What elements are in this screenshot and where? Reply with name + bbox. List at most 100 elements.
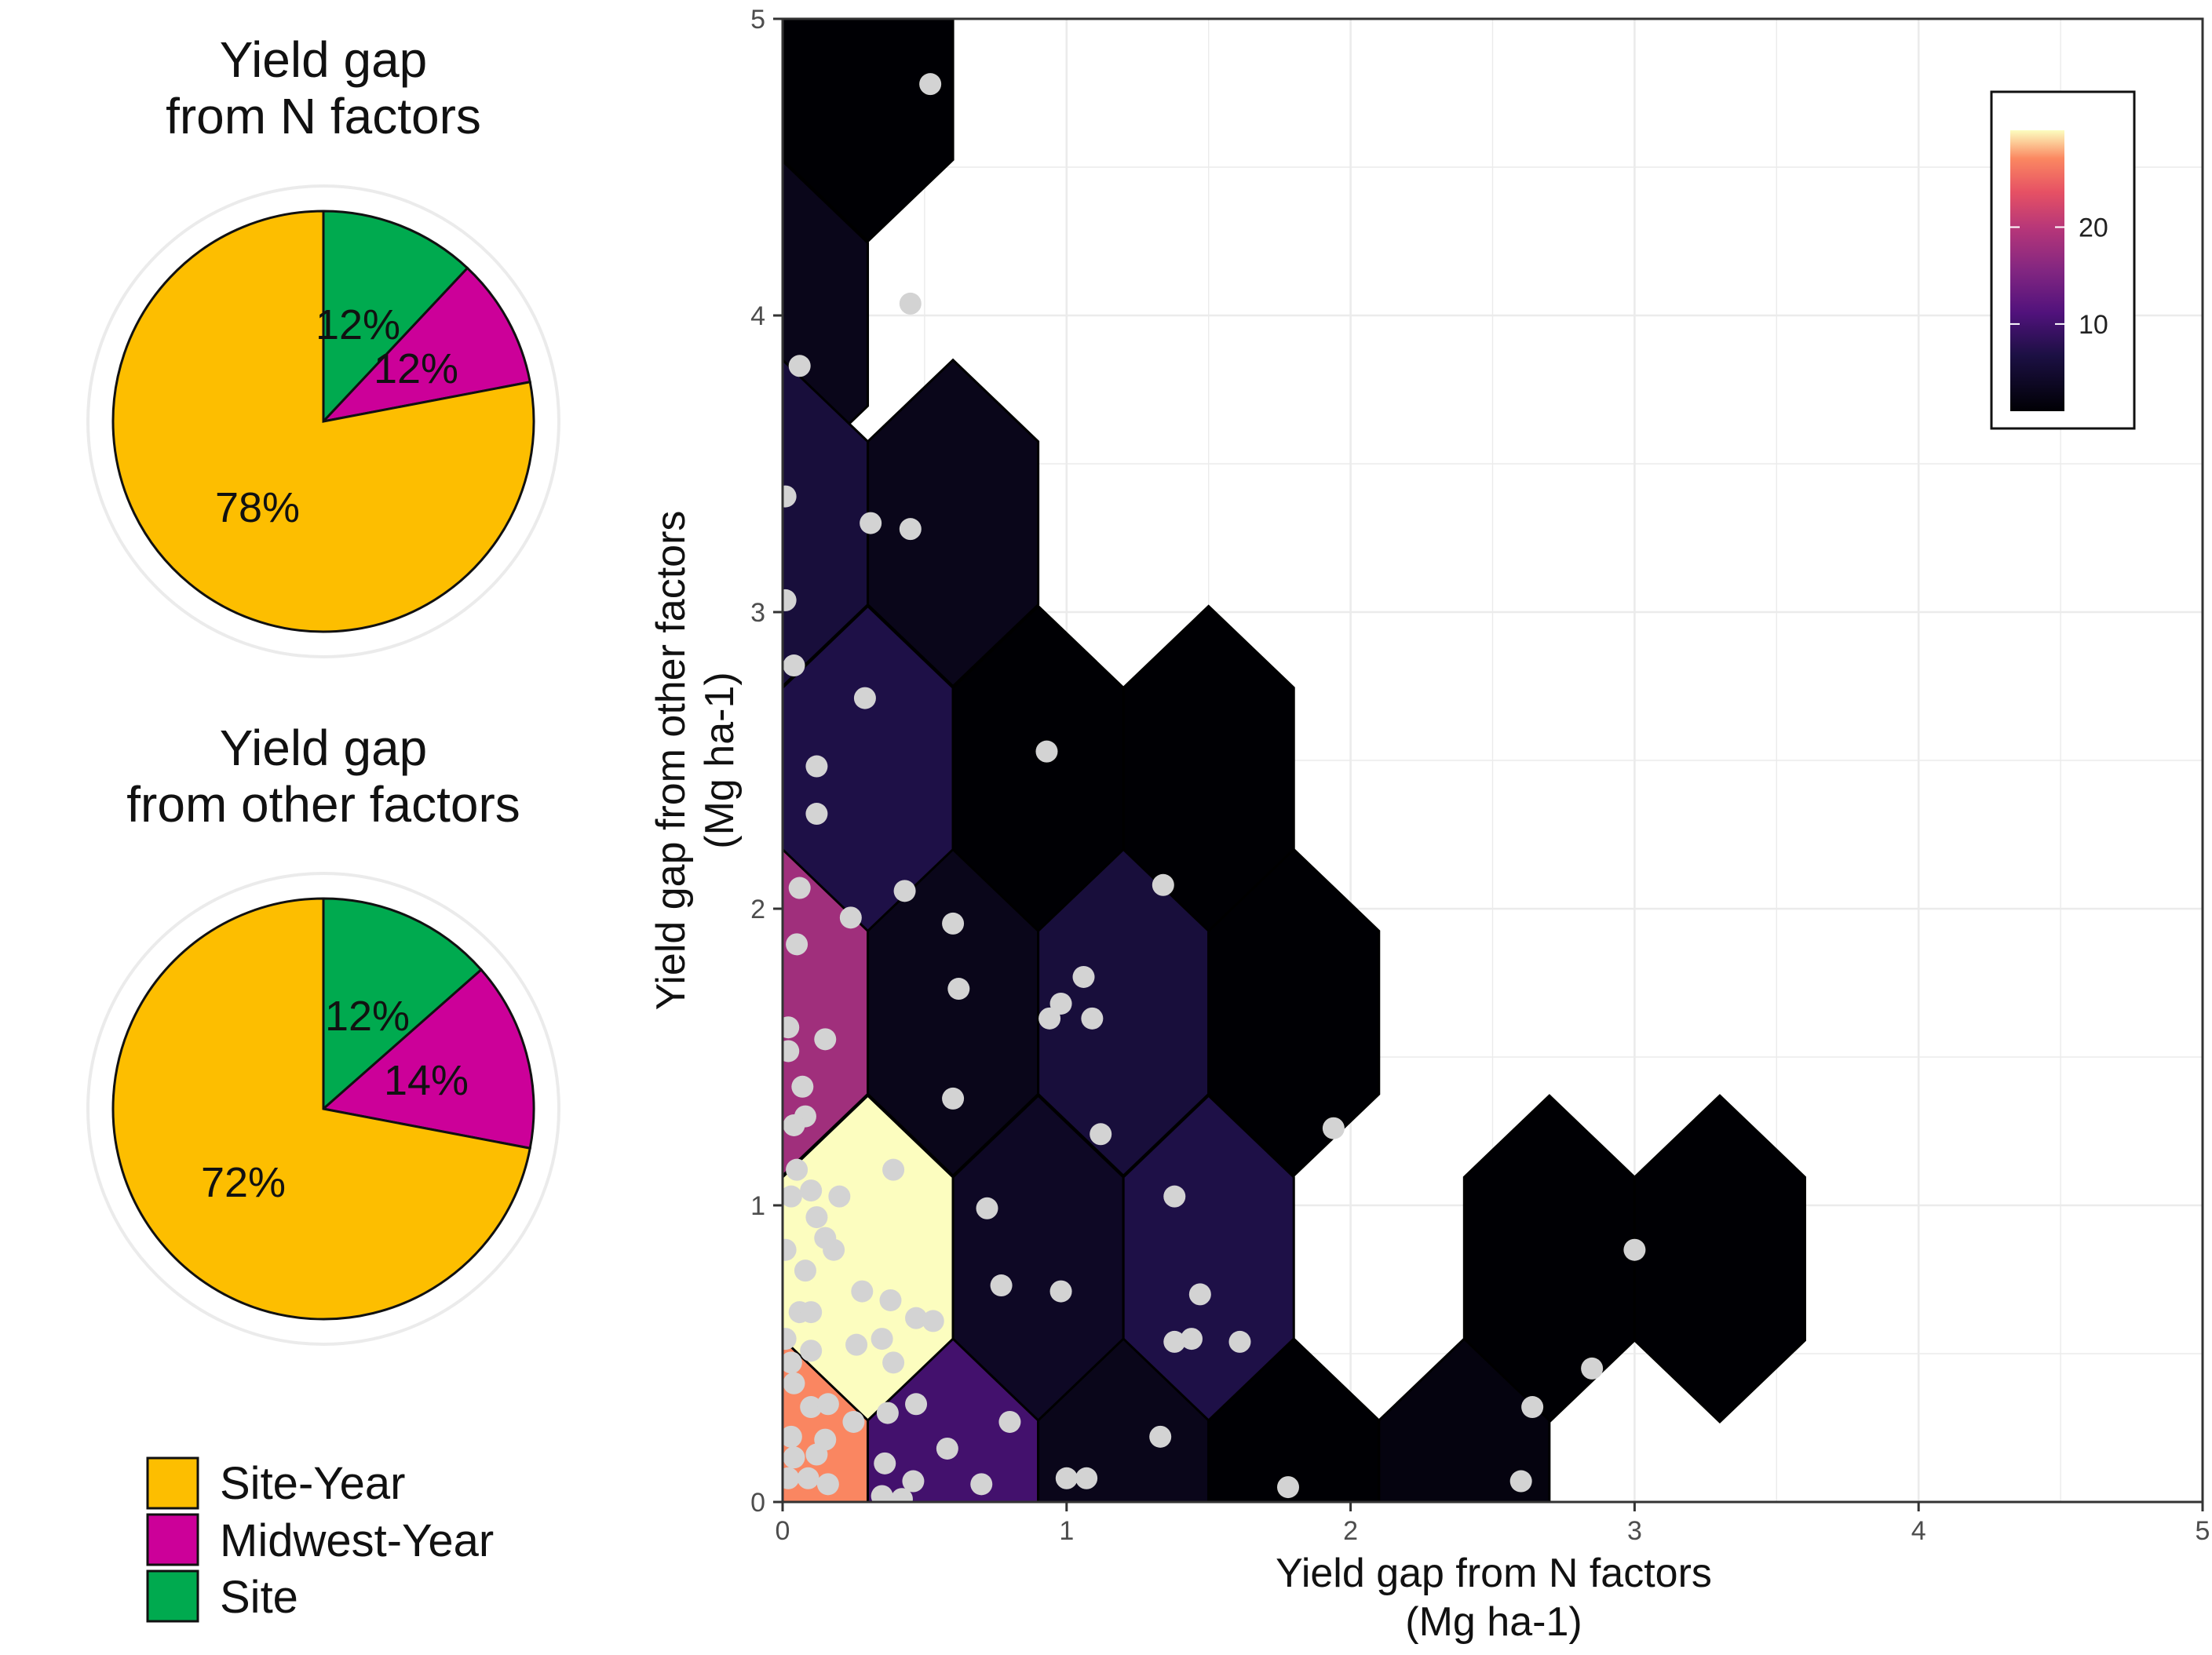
colorbar-ticks: 10 20 [2010,213,2108,340]
data-point [890,1488,913,1502]
data-point [882,1351,905,1374]
data-point [905,1307,928,1329]
data-point [942,1087,965,1110]
pie1-label-midwest-year: 12% [374,345,458,392]
data-point [1149,1425,1172,1448]
data-point [783,1351,802,1374]
data-point [788,355,811,377]
pie2-label-midwest-year: 14% [384,1057,469,1104]
data-point [922,1310,944,1332]
data-point [874,1452,896,1475]
data-point [860,512,882,534]
data-point [816,1393,839,1416]
data-point [1509,1470,1532,1493]
data-point [839,906,862,929]
colorbar-tick-label: 10 [2079,310,2108,340]
data-point [1277,1476,1300,1499]
x-tick-label: 0 [776,1516,790,1546]
data-point [783,589,797,611]
data-point [853,687,876,709]
data-point [783,1185,802,1208]
hexbins [783,19,1806,1502]
data-point [1163,1185,1186,1208]
data-point [1163,1330,1186,1353]
pie2-label-site: 12% [325,993,410,1040]
data-point [783,654,805,677]
pie1-slice-midwest-year [319,266,532,424]
y-tick-label: 5 [750,5,765,35]
data-point [800,1396,823,1419]
data-point [783,1016,800,1039]
data-point [816,1473,839,1496]
data-point [1180,1328,1203,1351]
data-point [902,1470,925,1493]
data-point [786,1158,809,1181]
data-point [879,1289,902,1311]
hexbin [1633,1094,1806,1424]
x-tick-label: 3 [1627,1516,1642,1546]
points [783,73,1646,1502]
data-point [805,1206,828,1229]
x-tick-label: 4 [1911,1516,1926,1546]
legend-swatch-site [146,1569,199,1623]
colorbar: 10 20 [1990,90,2136,430]
data-point [805,1443,828,1466]
data-point [800,1179,823,1202]
data-point [871,1328,893,1351]
data-point [1049,992,1072,1015]
data-point [783,1372,805,1394]
pie-legend: Site-Year Midwest-Year Site [146,1456,494,1623]
data-point [998,1410,1021,1433]
data-point [1055,1467,1078,1489]
data-point [1038,1007,1061,1030]
pie1-slices [111,210,535,633]
data-point [783,1238,797,1261]
data-point [783,1425,802,1448]
data-point [783,1040,800,1063]
pie2-slice-site-year [111,897,532,1321]
hexbin-chart: 0 1 2 3 4 5 0 1 2 3 4 5 Yield gap from N factors (M… [648,5,2210,1645]
data-point [788,877,811,899]
pie2-slice-midwest-year [320,968,535,1150]
legend-label-midwest-year: Midwest-Year [220,1515,494,1566]
data-point [814,1028,837,1051]
data-point [1081,1007,1104,1030]
data-point [947,978,970,1001]
pie1-background-ring [86,184,560,658]
data-point [791,1075,814,1098]
data-point [786,933,809,956]
legend-swatch-site-year [146,1456,199,1510]
pie1-slice-site-year [111,210,535,633]
data-point [1521,1396,1544,1419]
pie2-slices [111,897,535,1321]
pie2-label-site-year: 72% [201,1159,286,1206]
panel-border [781,17,2204,1504]
data-point [851,1280,874,1303]
y-axis-title-line2: (Mg ha-1) [697,672,743,848]
y-tick-label: 3 [750,598,765,628]
data-point [1035,740,1058,763]
legend-label-site: Site [220,1572,298,1623]
data-point [783,485,797,508]
pie1-slice-site [322,210,469,425]
data-point [794,1259,816,1282]
pie1-title-line2: from N factors [166,88,481,144]
data-point [783,1328,797,1351]
x-tick-label: 2 [1343,1516,1358,1546]
pie1-label-site-year: 78% [215,484,300,531]
data-point [1623,1238,1646,1261]
data-point [1188,1283,1211,1306]
data-point [797,1467,819,1489]
x-axis-title-line1: Yield gap from N factors [1276,1551,1712,1596]
y-tick-label: 1 [750,1191,765,1221]
data-point [882,1158,905,1181]
data-point [800,1340,823,1362]
y-tick-label: 2 [750,895,765,924]
x-tick-label: 5 [2196,1516,2210,1546]
data-point [919,73,942,96]
colorbar-gradient [2010,130,2064,411]
pie1-title-line1: Yield gap [220,31,428,88]
y-tick-label: 4 [750,301,765,331]
data-point [1322,1117,1345,1139]
hexbin [1378,1337,1551,1502]
